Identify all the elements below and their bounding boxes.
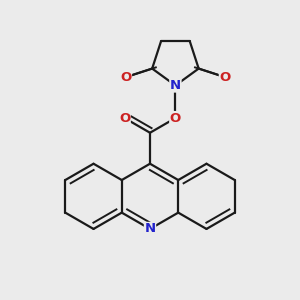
- Text: O: O: [219, 70, 231, 84]
- Text: O: O: [120, 70, 131, 84]
- Text: O: O: [119, 112, 130, 124]
- Text: N: N: [170, 79, 181, 92]
- Text: N: N: [144, 222, 156, 236]
- Text: O: O: [170, 112, 181, 124]
